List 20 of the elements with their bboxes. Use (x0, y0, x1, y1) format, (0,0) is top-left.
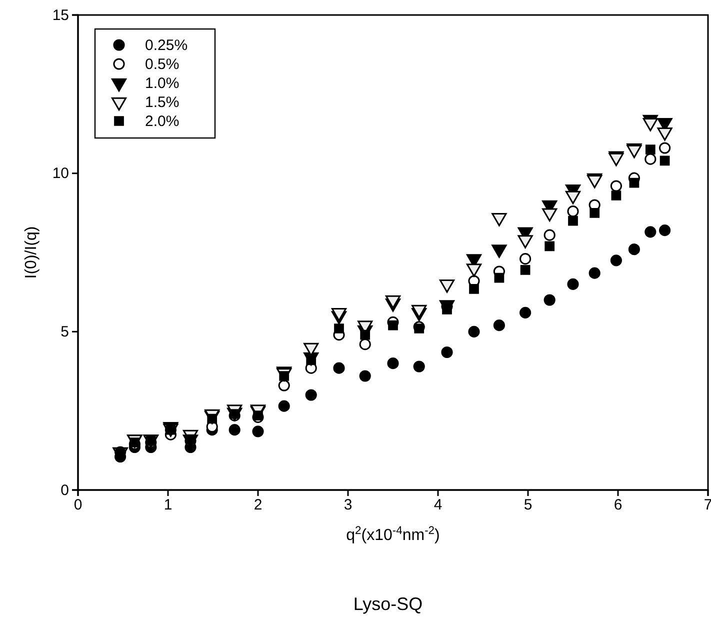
legend-label: 2.0% (145, 113, 180, 130)
y-tick-label: 10 (52, 165, 69, 182)
x-tick-label: 0 (74, 496, 82, 514)
text: Lyso-SQ (353, 594, 423, 614)
y-tick-label: 0 (60, 482, 69, 499)
y-axis-title: I(0)/I(q) (23, 226, 40, 279)
x-tick-label: 4 (434, 496, 442, 514)
y-tick-label: 5 (60, 323, 69, 340)
y-tick-label: 15 (52, 6, 69, 24)
x-tick-label: 3 (344, 496, 352, 514)
x-axis-title: q$^{2}$(x10$^{-4}$nm$^{-2}$) (346, 525, 440, 544)
x-tick-label: 7 (704, 496, 711, 514)
legend-label: 1.0% (145, 75, 180, 92)
x-tick-label: 2 (254, 496, 262, 514)
x-tick-label: 6 (614, 496, 622, 514)
legend-label: 0.25% (145, 37, 188, 54)
legend-label: 1.5% (145, 94, 180, 111)
x-tick-label: 1 (164, 496, 172, 514)
x-tick-label: 5 (524, 496, 532, 514)
legend-label: 0.5% (145, 56, 180, 73)
